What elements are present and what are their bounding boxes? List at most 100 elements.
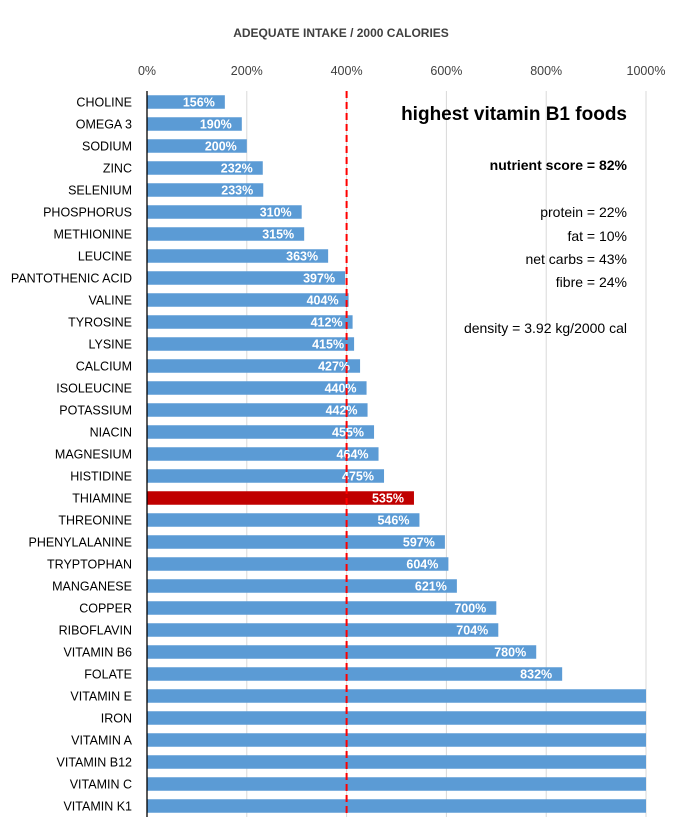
data-label: 604% <box>406 558 438 572</box>
bar <box>147 425 375 439</box>
category-label: MANGANESE <box>52 580 132 594</box>
category-label: FOLATE <box>84 668 132 682</box>
data-label: 780% <box>494 646 526 660</box>
category-label: VITAMIN B6 <box>63 646 132 660</box>
category-label: PANTOTHENIC ACID <box>11 272 132 286</box>
data-label: 535% <box>372 492 404 506</box>
x-tick-label: 800% <box>530 64 562 78</box>
bar <box>147 623 499 637</box>
net-carbs-text: net carbs = 43% <box>525 251 627 267</box>
category-label: CALCIUM <box>76 360 132 374</box>
x-tick-label: 200% <box>231 64 263 78</box>
bar <box>147 293 349 307</box>
bar <box>147 227 305 241</box>
category-label: VITAMIN B12 <box>57 756 133 770</box>
bar <box>147 271 346 285</box>
data-label: 363% <box>286 250 318 264</box>
data-label: 310% <box>260 206 292 220</box>
data-label: 200% <box>205 140 237 154</box>
data-label: 455% <box>332 426 364 440</box>
category-label: VITAMIN C <box>70 778 132 792</box>
x-tick-label: 1000% <box>627 64 666 78</box>
category-label: SELENIUM <box>68 184 132 198</box>
category-label: THIAMINE <box>72 492 132 506</box>
data-label: 704% <box>456 624 488 638</box>
bar <box>147 205 302 219</box>
category-label: LYSINE <box>88 338 132 352</box>
data-label: 397% <box>303 272 335 286</box>
data-label: 546% <box>377 514 409 528</box>
category-label: VITAMIN A <box>71 734 133 748</box>
data-label: 415% <box>312 338 344 352</box>
bar <box>147 469 385 483</box>
data-label: 404% <box>307 294 339 308</box>
x-tick-label: 600% <box>430 64 462 78</box>
category-label: MAGNESIUM <box>55 448 132 462</box>
bar <box>147 315 353 329</box>
bar <box>147 689 646 703</box>
fat-text: fat = 10% <box>567 228 627 244</box>
bar <box>147 447 379 461</box>
category-label: THREONINE <box>58 514 132 528</box>
category-label: IRON <box>101 712 132 726</box>
nutrient-score: nutrient score = 82% <box>489 157 627 173</box>
data-label: 832% <box>520 668 552 682</box>
x-tick-label: 400% <box>331 64 363 78</box>
data-label: 412% <box>311 316 343 330</box>
data-label: 621% <box>415 580 447 594</box>
category-label: TRYPTOPHAN <box>47 558 132 572</box>
bar <box>147 799 646 813</box>
bar <box>147 381 367 395</box>
category-label: OMEGA 3 <box>76 118 132 132</box>
bar <box>147 161 263 175</box>
bar <box>147 337 355 351</box>
density-text: density = 3.92 kg/2000 cal <box>463 320 627 336</box>
data-label: 597% <box>403 536 435 550</box>
bar <box>147 359 361 373</box>
info-heading: highest vitamin B1 foods <box>401 104 627 125</box>
category-label: VITAMIN E <box>70 690 132 704</box>
category-label: PHENYLALANINE <box>28 536 132 550</box>
data-label: 233% <box>221 184 253 198</box>
data-label: 464% <box>337 448 369 462</box>
category-label: HISTIDINE <box>70 470 132 484</box>
data-label: 440% <box>325 382 357 396</box>
category-label: METHIONINE <box>54 228 132 242</box>
fibre-text: fibre = 24% <box>555 274 627 290</box>
bar <box>147 755 646 769</box>
data-label: 190% <box>200 118 232 132</box>
category-label: PHOSPHORUS <box>43 206 132 220</box>
bar <box>147 535 445 549</box>
bar <box>147 579 457 593</box>
bar <box>147 601 497 615</box>
bar <box>147 711 646 725</box>
bar <box>147 95 225 109</box>
bar <box>147 733 646 747</box>
category-label: ZINC <box>103 162 132 176</box>
data-label: 315% <box>262 228 294 242</box>
category-label: SODIUM <box>82 140 132 154</box>
data-label: 442% <box>326 404 358 418</box>
category-label: ISOLEUCINE <box>56 382 132 396</box>
protein-text: protein = 22% <box>540 204 627 220</box>
bar <box>147 513 420 527</box>
category-label: NIACIN <box>90 426 132 440</box>
bar <box>147 557 449 571</box>
data-label: 700% <box>454 602 486 616</box>
category-label: POTASSIUM <box>59 404 132 418</box>
x-tick-label: 0% <box>138 64 156 78</box>
bar <box>147 249 329 263</box>
data-label: 156% <box>183 96 215 110</box>
bar <box>147 117 242 131</box>
bar <box>147 667 563 681</box>
data-label: 427% <box>318 360 350 374</box>
category-label: TYROSINE <box>68 316 132 330</box>
bar <box>147 183 264 197</box>
category-label: VALINE <box>88 294 132 308</box>
bar <box>147 139 247 153</box>
category-label: LEUCINE <box>78 250 132 264</box>
bar <box>147 403 368 417</box>
category-label: COPPER <box>79 602 132 616</box>
data-label: 475% <box>342 470 374 484</box>
